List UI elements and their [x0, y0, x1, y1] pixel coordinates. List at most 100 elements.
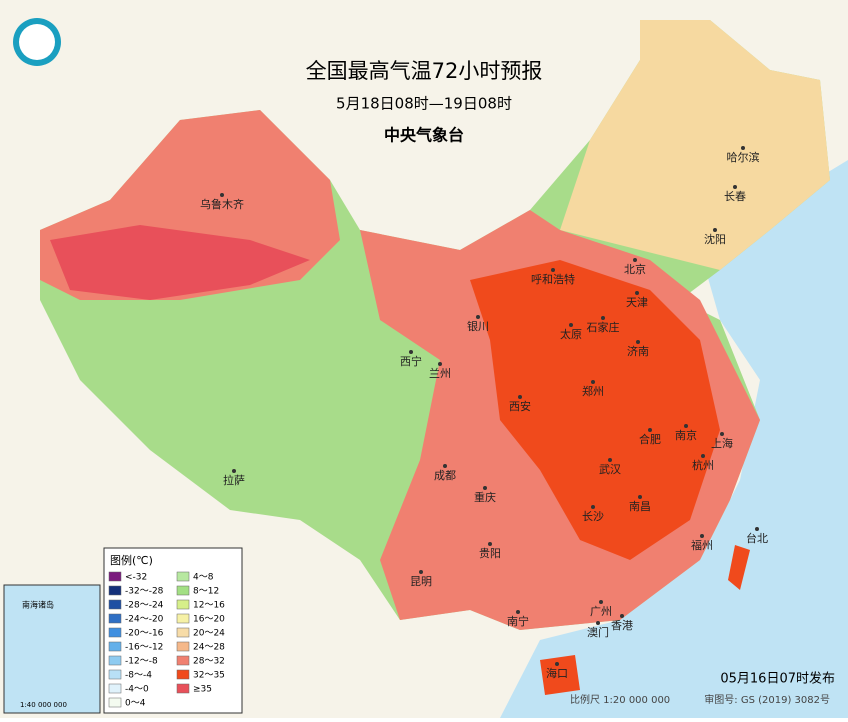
legend-swatch	[108, 627, 122, 638]
city-label: 合肥	[639, 432, 661, 446]
inset-title: 南海诸岛	[22, 600, 54, 610]
city-dot	[518, 395, 522, 399]
city-dot	[438, 362, 442, 366]
city-label: 哈尔滨	[727, 150, 760, 164]
city-dot	[551, 268, 555, 272]
city-dot	[443, 464, 447, 468]
zone-tarim	[50, 225, 310, 300]
legend-label: 20～24	[193, 629, 225, 639]
legend-swatch	[176, 571, 190, 582]
city-dot	[620, 614, 624, 618]
legend-label: -24～-20	[125, 615, 164, 625]
city-dot	[476, 315, 480, 319]
city-label: 贵阳	[479, 547, 501, 560]
city-dot	[713, 228, 717, 232]
city-dot	[741, 146, 745, 150]
city-label: 银川	[467, 319, 489, 333]
city-label: 香港	[611, 619, 633, 632]
legend-swatch	[108, 585, 122, 596]
sea	[500, 160, 848, 718]
city-label: 郑州	[582, 384, 604, 398]
legend-swatch	[108, 669, 122, 680]
legend-label: 4～8	[193, 573, 214, 583]
legend-label: 8～12	[193, 587, 219, 597]
city-dot	[608, 458, 612, 462]
city-label: 上海	[711, 436, 733, 450]
city-dot	[635, 291, 639, 295]
city-label: 太原	[560, 328, 582, 341]
legend-title: 图例(℃)	[110, 553, 153, 567]
subtitle: 5月18日08时—19日08时	[336, 95, 512, 113]
city-dot	[601, 316, 605, 320]
city-label: 长沙	[582, 510, 604, 523]
legend-label: 16～20	[193, 615, 225, 625]
title: 全国最高气温72小时预报	[306, 59, 543, 83]
legend-label: -12～-8	[125, 657, 158, 667]
city-label: 杭州	[692, 458, 714, 472]
logo-inner	[19, 24, 55, 60]
legend-swatch	[108, 599, 122, 610]
city-dot	[599, 600, 603, 604]
hainan	[540, 655, 580, 695]
city-label: 拉萨	[223, 473, 245, 487]
legend-label: -16～-12	[125, 643, 163, 653]
city-dot	[596, 621, 600, 625]
city-dot	[648, 428, 652, 432]
city-dot	[638, 495, 642, 499]
legend-label: -8～-4	[125, 671, 152, 681]
city-dot	[684, 424, 688, 428]
city-dot	[633, 258, 637, 262]
city-dot	[636, 340, 640, 344]
legend-swatch	[176, 613, 190, 624]
city-label: 海口	[546, 666, 568, 680]
legend-label: 0～4	[125, 699, 146, 709]
city-label: 天津	[626, 296, 648, 309]
city-dot	[220, 193, 224, 197]
legend-swatch	[176, 669, 190, 680]
city-label: 沈阳	[704, 232, 726, 246]
legend-label: -32～-28	[125, 587, 164, 597]
legend-label: ≥35	[193, 685, 212, 695]
issued: 05月16日07时发布	[720, 671, 835, 687]
city-dot	[232, 469, 236, 473]
city-label: 西宁	[400, 354, 422, 368]
city-dot	[555, 662, 559, 666]
city-dot	[701, 454, 705, 458]
legend-swatch	[108, 697, 122, 708]
city-label: 石家庄	[587, 320, 620, 334]
legend-label: -20～-16	[125, 629, 164, 639]
city-label: 南昌	[629, 500, 651, 513]
legend-swatch	[176, 585, 190, 596]
city-label: 长春	[724, 190, 746, 203]
legend-label: 24～28	[193, 643, 225, 653]
inset-frame	[3, 584, 101, 714]
legend-swatch	[176, 599, 190, 610]
taiwan	[728, 545, 750, 590]
city-dot	[591, 505, 595, 509]
city-label: 台北	[746, 531, 768, 545]
city-label: 呼和浩特	[531, 272, 575, 286]
zone-hot	[470, 260, 720, 560]
city-label: 西安	[509, 399, 531, 413]
city-dot	[488, 542, 492, 546]
city-label: 乌鲁木齐	[200, 197, 244, 211]
city-label: 北京	[624, 262, 646, 276]
city-label: 福州	[691, 538, 713, 552]
legend-swatch	[108, 571, 122, 582]
city-dot	[409, 350, 413, 354]
approval: 审图号: GS (2019) 3082号	[704, 693, 830, 706]
city-label: 南京	[675, 428, 697, 442]
city-dot	[700, 534, 704, 538]
legend-swatch	[108, 655, 122, 666]
city-label: 兰州	[429, 367, 451, 380]
city-label: 成都	[434, 469, 456, 482]
city-label: 济南	[627, 344, 649, 358]
legend-label: 12～16	[193, 601, 225, 611]
legend-label: 28～32	[193, 657, 225, 667]
legend-swatch	[176, 683, 190, 694]
agency: 中央气象台	[384, 126, 464, 145]
city-dot	[720, 432, 724, 436]
city-label: 南宁	[507, 614, 529, 628]
legend-swatch	[108, 641, 122, 652]
